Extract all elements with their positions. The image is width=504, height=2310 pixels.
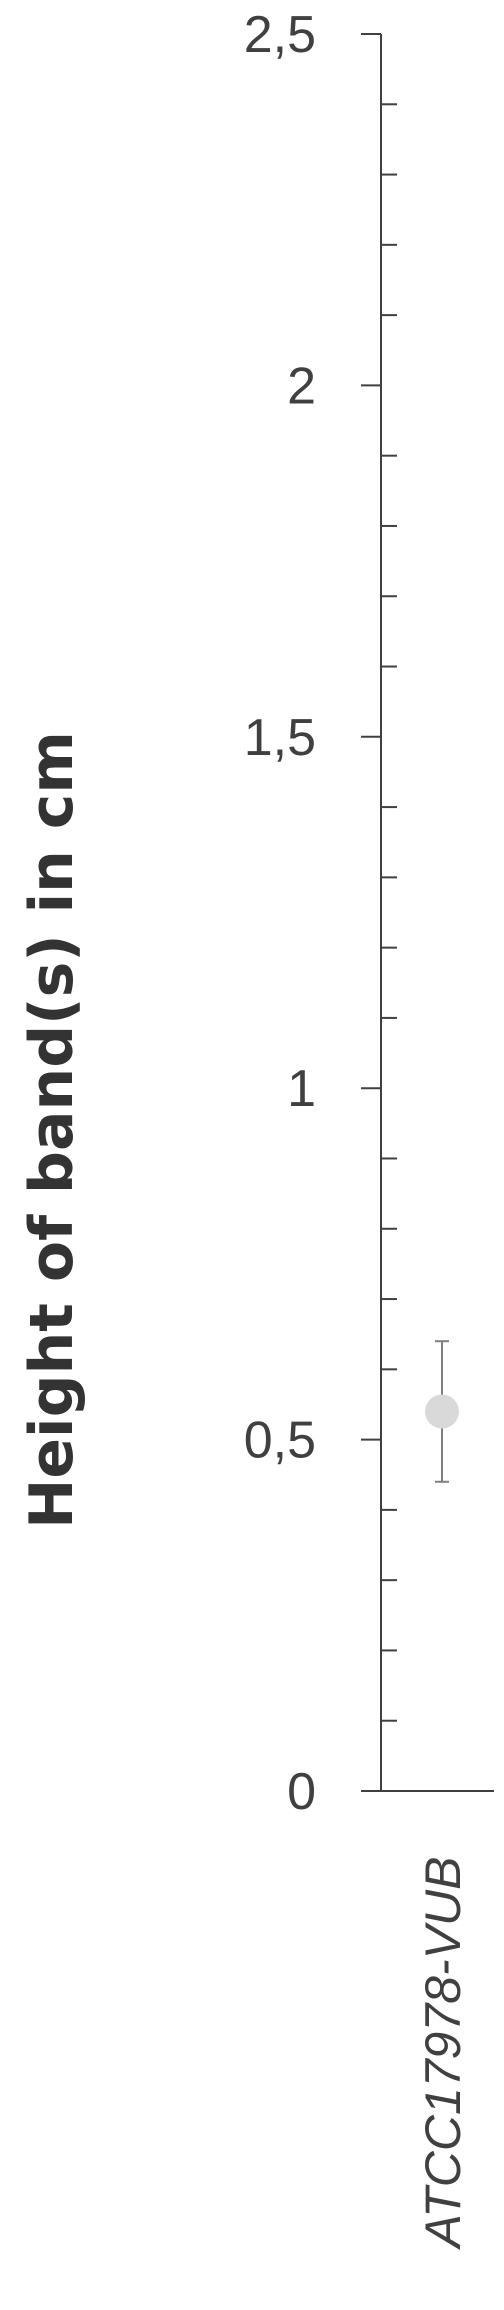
y-axis-ticks xyxy=(361,33,397,1792)
data-points xyxy=(425,1340,459,1483)
y-tick-label: 1 xyxy=(287,1060,316,1118)
y-tick-label: 0 xyxy=(287,1763,316,1821)
x-axis-category-labels: ATCC17978-VUB xyxy=(415,1857,471,2251)
y-tick-label: 1,5 xyxy=(244,709,316,767)
y-tick-label: 2,5 xyxy=(244,6,316,64)
y-axis-tick-labels: 0 0,5 1 1,5 2 2,5 xyxy=(244,6,316,1821)
y-tick-label: 2 xyxy=(287,357,316,415)
x-category-label: ATCC17978-VUB xyxy=(415,1857,471,2251)
data-point xyxy=(425,1394,459,1429)
y-axis-title: Height of band(s) in cm xyxy=(17,731,87,1529)
y-tick-label: 0,5 xyxy=(244,1412,316,1470)
